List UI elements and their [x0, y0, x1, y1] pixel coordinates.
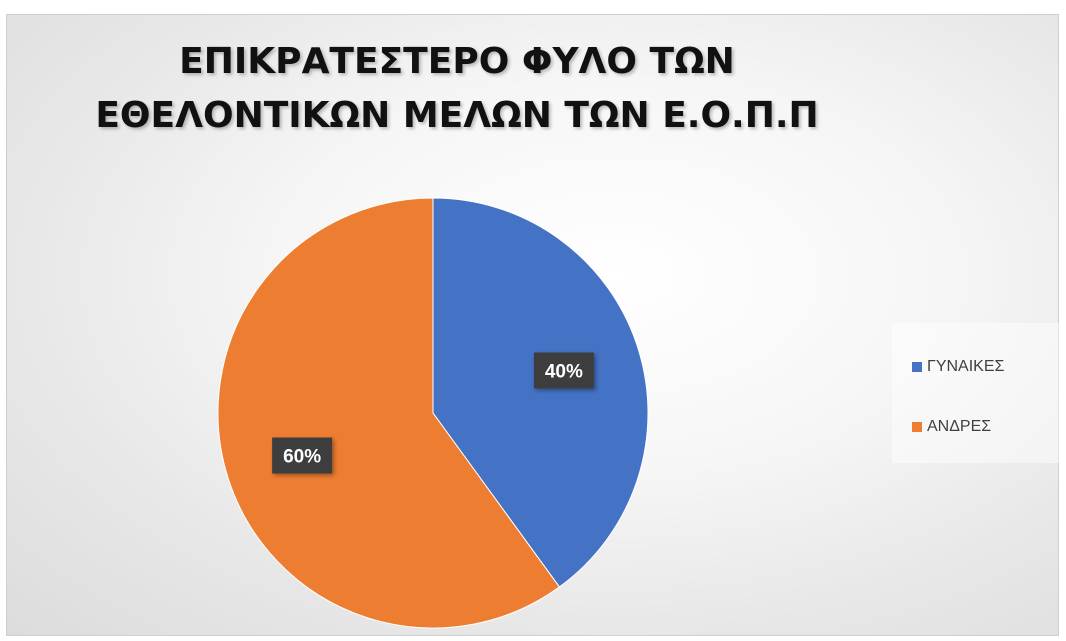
legend-label-men: ΑΝΔΡΕΣ: [927, 418, 992, 435]
legend-item-men: ΑΝΔΡΕΣ: [912, 418, 991, 436]
legend-label-women: ΓΥΝΑΙΚΕΣ: [927, 358, 1005, 375]
data-label-box: [533, 352, 594, 389]
pie-slice-women: [432, 197, 649, 588]
data-label-text: 40%: [545, 361, 583, 382]
pie-slice-men: [217, 197, 561, 629]
legend-swatch-men: [912, 422, 922, 432]
legend-swatch-women: [912, 362, 922, 372]
data-label-women: 40%: [533, 352, 594, 389]
chart-title-line-2: ΕΘΕΛΟΝΤΙΚΩΝ ΜΕΛΩΝ ΤΩΝ Ε.Ο.Π.Π: [95, 95, 819, 136]
pie-chart: 40% 60%: [217, 197, 649, 629]
legend-item-women: ΓΥΝΑΙΚΕΣ: [912, 358, 1004, 376]
legend: ΓΥΝΑΙΚΕΣ ΑΝΔΡΕΣ: [892, 323, 1066, 463]
chart-title-line-1: ΕΠΙΚΡΑΤΕΣΤΕΡΟ ΦΥΛΟ ΤΩΝ: [179, 41, 735, 82]
data-label-box: [272, 437, 333, 474]
data-label-text: 60%: [283, 447, 321, 468]
chart-area: ΕΠΙΚΡΑΤΕΣΤΕΡΟ ΦΥΛΟ ΤΩΝ ΕΘΕΛΟΝΤΙΚΩΝ ΜΕΛΩΝ…: [6, 14, 1066, 636]
chart-title: ΕΠΙΚΡΑΤΕΣΤΕΡΟ ΦΥΛΟ ΤΩΝ ΕΘΕΛΟΝΤΙΚΩΝ ΜΕΛΩΝ…: [7, 35, 907, 143]
data-label-men: 60%: [272, 437, 333, 474]
